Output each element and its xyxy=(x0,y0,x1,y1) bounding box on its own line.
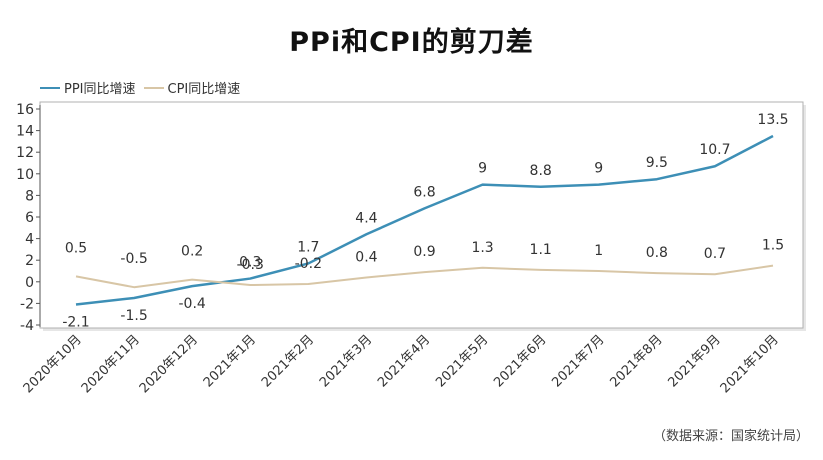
cpi-data-label: 0.2 xyxy=(181,244,203,260)
x-tick-label: 2021年7月 xyxy=(549,332,607,390)
x-tick-label: 2020年10月 xyxy=(21,332,85,396)
x-tick-label: 2021年10月 xyxy=(718,332,782,396)
cpi-data-label: 0.4 xyxy=(355,249,377,265)
y-tick-label: 6 xyxy=(25,210,34,226)
cpi-data-label: 1 xyxy=(594,243,603,259)
ppi-data-label: -1.5 xyxy=(120,308,147,324)
y-tick-label: 16 xyxy=(16,102,34,118)
y-tick-label: 2 xyxy=(25,253,34,269)
legend: PPI同比增速 CPI同比增速 xyxy=(40,78,248,97)
x-tick-label: 2020年11月 xyxy=(79,332,143,396)
x-tick-label: 2020年12月 xyxy=(137,332,201,396)
legend-swatch-ppi xyxy=(40,86,60,89)
ppi-data-label: 8.8 xyxy=(530,163,552,179)
cpi-data-label: 0.7 xyxy=(704,246,726,262)
x-tick-label: 2021年2月 xyxy=(259,332,317,390)
ppi-data-label: 13.5 xyxy=(757,112,788,128)
cpi-data-label: 0.9 xyxy=(413,244,435,260)
ppi-data-label: -0.4 xyxy=(179,296,206,312)
x-tick-label: 2021年9月 xyxy=(666,332,724,390)
x-tick-label: 2021年8月 xyxy=(607,332,665,390)
cpi-data-label: -0.3 xyxy=(237,257,264,273)
cpi-data-label: 1.1 xyxy=(530,242,552,258)
ppi-data-label: 9.5 xyxy=(646,155,668,171)
y-tick-label: 12 xyxy=(16,145,34,161)
y-tick-label: 0 xyxy=(25,275,34,291)
ppi-data-label: 10.7 xyxy=(699,142,730,158)
x-tick-label: 2021年3月 xyxy=(317,332,375,390)
cpi-data-label: -0.2 xyxy=(295,256,322,272)
x-tick-label: 2021年1月 xyxy=(201,332,259,390)
ppi-data-label: 4.4 xyxy=(355,210,377,226)
ppi-data-label: 6.8 xyxy=(413,184,435,200)
cpi-data-label: 1.3 xyxy=(471,240,493,256)
x-tick-label: 2021年6月 xyxy=(491,332,549,390)
y-tick-label: 10 xyxy=(16,167,34,183)
ppi-data-label: 9 xyxy=(478,161,487,177)
y-tick-label: 8 xyxy=(25,188,34,204)
y-tick-label: 14 xyxy=(16,124,34,140)
y-tick-label: 4 xyxy=(25,232,34,248)
ppi-data-label: 0.3 xyxy=(239,255,261,271)
legend-swatch-cpi xyxy=(143,86,164,89)
series-line-ppi xyxy=(75,134,774,306)
ppi-data-label: 9 xyxy=(594,161,603,177)
cpi-data-label: 0.5 xyxy=(65,240,87,256)
legend-label-ppi: PPI同比增速 xyxy=(64,82,136,97)
cpi-data-label: 1.5 xyxy=(762,238,784,254)
legend-item-cpi: CPI同比增速 xyxy=(143,78,241,97)
legend-label-cpi: CPI同比增速 xyxy=(167,82,241,97)
x-tick-label: 2021年4月 xyxy=(375,332,433,390)
chart-title: PPi和CPI的剪刀差 xyxy=(289,27,534,58)
x-tick-label: 2021年5月 xyxy=(433,332,491,390)
ppi-data-label: -2.1 xyxy=(62,314,89,330)
cpi-data-label: -0.5 xyxy=(120,251,147,267)
cpi-data-label: 0.8 xyxy=(646,245,668,261)
series-line-cpi xyxy=(75,264,774,289)
y-tick-label: -2 xyxy=(20,296,34,312)
source-note: （数据来源：国家统计局） xyxy=(652,429,809,444)
y-tick-label: -4 xyxy=(20,318,34,334)
legend-item-ppi: PPI同比增速 xyxy=(40,78,136,97)
ppi-data-label: 1.7 xyxy=(297,239,319,255)
